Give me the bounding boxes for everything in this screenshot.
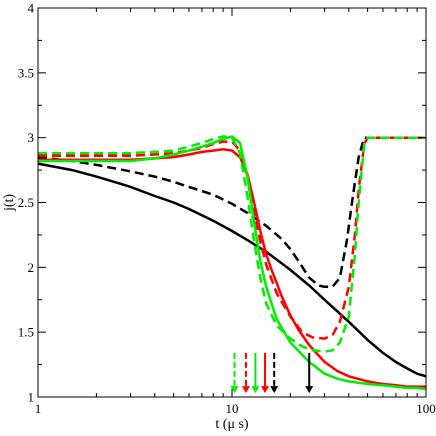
arrow-marker-red-solid [261, 352, 270, 394]
arrow-marker-green-solid [251, 352, 260, 394]
series-layer [37, 135, 427, 391]
y-tick-label: 2 [28, 260, 35, 275]
series-line-green-dashed [38, 135, 426, 353]
y-tick-label: 3 [28, 130, 35, 145]
arrow-marker-green-dashed [230, 352, 239, 394]
series-line-red-solid [38, 148, 426, 388]
y-tick-label: 3.5 [18, 65, 34, 80]
series-line-green-solid [38, 135, 427, 391]
y-tick-label: 4 [28, 1, 35, 16]
x-axis-label: t (μ s) [215, 417, 249, 432]
series-line-red-dashed [38, 136, 426, 340]
y-tick-label: 2.5 [18, 195, 34, 210]
arrow-marker-black-solid [305, 352, 314, 394]
x-tick-label: 1 [35, 401, 42, 416]
y-axis-label: j(t) [2, 194, 17, 212]
y-tick-label: 1.5 [18, 325, 34, 340]
arrow-marker-red-dashed [241, 352, 250, 394]
arrow-layer [230, 352, 314, 394]
arrow-marker-black-dashed [270, 352, 279, 394]
y-tick-label: 1 [28, 390, 35, 405]
tick-layer: 1 1.5 2 2.5 3 3.5 4 1 10 100 [18, 1, 436, 417]
series-line-black-solid [37, 162, 427, 378]
x-tick-label: 10 [226, 401, 239, 416]
x-tick-label: 100 [416, 401, 436, 416]
